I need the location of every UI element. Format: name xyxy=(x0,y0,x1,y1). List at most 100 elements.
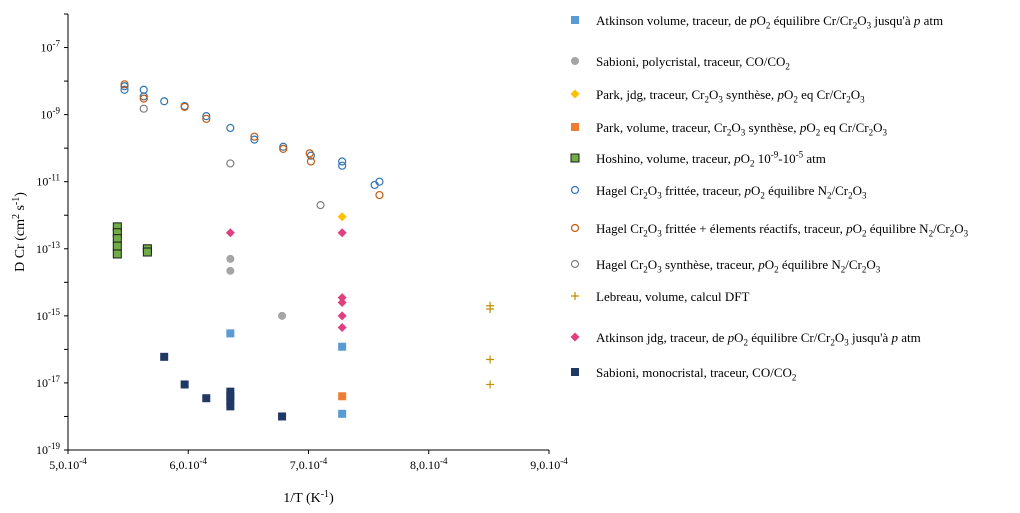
data-point xyxy=(279,144,288,154)
chart-plot-area: 10-19 10-17 10-15 10-13 10-11 10-9 10-7 5,0.10-… xyxy=(11,13,568,507)
series-group xyxy=(120,82,384,190)
legend-item: Hagel Cr2O3 synthèse, traceur, pO2 équil… xyxy=(568,256,1018,275)
legend-marker-shape xyxy=(570,185,580,195)
legend-item: Park, volume, traceur, Cr2O3 synthèse, p… xyxy=(568,119,1018,138)
legend-marker-shape xyxy=(570,223,580,233)
data-point xyxy=(112,234,122,244)
data-point xyxy=(337,293,347,303)
legend-label: Lebreau, volume, calcul DFT xyxy=(596,288,750,304)
legend-item: Hagel Cr2O3 frittée, traceur, pO2 équili… xyxy=(568,183,1018,200)
data-point xyxy=(306,157,316,166)
data-point xyxy=(160,97,169,106)
data-point xyxy=(139,104,148,113)
y-tick-label: 10-15 xyxy=(36,307,60,323)
legend-marker xyxy=(571,368,579,376)
y-tick-label: 10-9 xyxy=(41,106,61,122)
series-group xyxy=(160,352,287,421)
legend-marker xyxy=(570,223,580,233)
legend-item: Hoshino, volume, traceur, pO2 10-9-10-5 … xyxy=(568,150,1018,168)
legend-marker-shape xyxy=(571,123,579,131)
data-point xyxy=(337,322,347,332)
legend-label: Sabioni, polycristal, traceur, CO/CO2 xyxy=(596,53,790,72)
legend-marker-shape xyxy=(571,16,579,24)
data-point xyxy=(338,342,347,351)
legend-label: Atkinson jdg, traceur, de pO2 équilibre … xyxy=(596,329,921,348)
legend-label: Sabioni, monocristal, traceur, CO/CO2 xyxy=(596,364,797,383)
data-point xyxy=(337,297,347,307)
x-tick-label: 8,0.10-4 xyxy=(410,456,448,472)
series-group xyxy=(225,228,347,332)
data-point xyxy=(226,123,235,133)
chart-marks xyxy=(112,80,495,421)
y-tick-label: 10-13 xyxy=(36,240,60,256)
legend-marker-shape xyxy=(571,292,579,300)
data-point xyxy=(120,85,129,94)
data-point xyxy=(226,266,235,275)
x-tick-label: 7,0.10-4 xyxy=(290,456,328,472)
y-tick-label: 10-19 xyxy=(36,441,60,457)
legend-marker-shape xyxy=(570,89,580,99)
legend-marker-shape xyxy=(570,153,580,163)
series-group xyxy=(337,212,347,222)
legend-item: Park, jdg, traceur, Cr2O3 synthèse, pO2 … xyxy=(568,87,1018,104)
data-point xyxy=(120,80,129,89)
data-point xyxy=(180,102,189,111)
data-point xyxy=(338,157,347,166)
data-point xyxy=(180,380,189,389)
series-group xyxy=(338,392,347,401)
y-axis-title: D Cr (cm2 s-1) xyxy=(11,192,29,272)
chart-axes: 10-19 10-17 10-15 10-13 10-11 10-9 10-7 5,0.10-… xyxy=(36,13,568,472)
data-point xyxy=(112,241,122,251)
data-point xyxy=(142,247,152,257)
data-point xyxy=(225,228,235,238)
data-point xyxy=(338,161,347,170)
legend-item: Atkinson volume, traceur, de pO2 équilib… xyxy=(568,12,1018,31)
data-point xyxy=(139,92,148,101)
legend-marker-shape xyxy=(571,57,579,65)
data-point xyxy=(250,135,259,144)
data-point xyxy=(375,177,384,186)
series-group xyxy=(226,329,347,418)
data-point xyxy=(250,132,259,141)
legend-marker xyxy=(570,332,580,342)
data-point xyxy=(226,392,235,401)
legend-label: Atkinson volume, traceur, de pO2 équilib… xyxy=(596,12,944,31)
legend-item: Hagel Cr2O3 frittée + élements réactifs,… xyxy=(568,220,1018,239)
data-point xyxy=(338,409,347,418)
legend-marker xyxy=(570,89,580,99)
legend-marker xyxy=(571,292,579,300)
legend-marker xyxy=(571,123,579,131)
legend-marker xyxy=(570,185,580,195)
data-point xyxy=(226,254,235,263)
legend-marker xyxy=(571,57,579,65)
legend-label: Park, volume, traceur, Cr2O3 synthèse, p… xyxy=(596,119,887,138)
data-point xyxy=(202,394,211,403)
data-point xyxy=(375,190,384,200)
y-tick-label: 10-17 xyxy=(36,374,60,390)
legend-marker xyxy=(570,153,580,163)
data-point xyxy=(337,228,347,238)
legend-label: Hagel Cr2O3 frittée + élements réactifs,… xyxy=(596,220,969,239)
legend-item: Lebreau, volume, calcul DFT xyxy=(568,289,1018,304)
data-point xyxy=(486,355,495,364)
legend-marker-shape xyxy=(571,368,579,376)
legend-label: Hagel Cr2O3 synthèse, traceur, pO2 équil… xyxy=(596,256,881,275)
data-point xyxy=(486,305,495,313)
data-point xyxy=(337,311,347,321)
legend-item: Atkinson jdg, traceur, de pO2 équilibre … xyxy=(568,329,1018,348)
y-tick-label: 10-11 xyxy=(36,173,60,189)
series-group xyxy=(112,222,152,259)
data-point xyxy=(160,352,169,361)
legend-marker xyxy=(571,16,579,24)
data-point xyxy=(316,201,325,210)
data-point xyxy=(278,311,287,320)
data-point xyxy=(486,380,495,389)
data-point xyxy=(139,85,148,94)
data-point xyxy=(278,412,287,421)
x-axis-title: 1/T (K-1) xyxy=(283,489,334,507)
data-point xyxy=(202,112,211,121)
series-group xyxy=(139,104,325,210)
legend-item: Sabioni, polycristal, traceur, CO/CO2 xyxy=(568,53,1018,72)
series-group xyxy=(226,254,287,320)
data-point xyxy=(338,392,347,401)
